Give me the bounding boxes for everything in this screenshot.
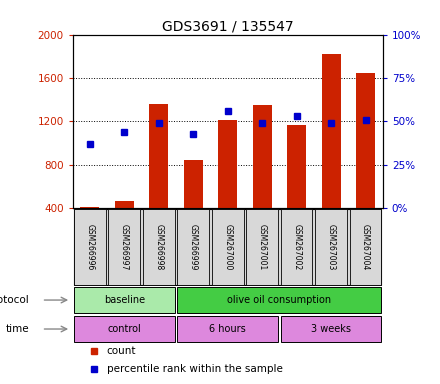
FancyBboxPatch shape [74,209,381,285]
FancyBboxPatch shape [177,316,278,343]
FancyBboxPatch shape [350,209,381,285]
FancyBboxPatch shape [74,209,106,285]
Bar [184,160,203,209]
Text: 6 hours: 6 hours [209,324,246,334]
Text: GSM267003: GSM267003 [326,224,336,270]
FancyBboxPatch shape [246,209,278,285]
Bar [287,125,306,209]
Text: control: control [107,324,141,334]
Bar [253,104,271,209]
FancyBboxPatch shape [74,316,175,343]
Bar [218,120,237,209]
FancyBboxPatch shape [281,209,312,285]
FancyBboxPatch shape [74,287,175,313]
Text: GSM266996: GSM266996 [85,224,94,270]
Text: GSM267002: GSM267002 [292,224,301,270]
Text: baseline: baseline [104,295,145,305]
Text: 3 weeks: 3 weeks [311,324,351,334]
FancyBboxPatch shape [143,209,175,285]
Text: GSM267001: GSM267001 [258,224,267,270]
Text: GSM266997: GSM266997 [120,224,129,270]
Text: protocol: protocol [0,295,29,305]
Text: GSM266998: GSM266998 [154,224,163,270]
Text: GSM267000: GSM267000 [223,224,232,270]
Bar [149,104,168,209]
FancyBboxPatch shape [281,316,381,343]
Bar [356,73,375,209]
Text: percentile rank within the sample: percentile rank within the sample [107,364,282,374]
Text: time: time [6,324,29,334]
FancyBboxPatch shape [177,287,381,313]
FancyBboxPatch shape [212,209,244,285]
Bar [81,207,99,209]
Text: GSM267004: GSM267004 [361,224,370,270]
Bar [322,54,341,209]
Text: GSM266999: GSM266999 [189,224,198,270]
Title: GDS3691 / 135547: GDS3691 / 135547 [162,20,293,33]
FancyBboxPatch shape [108,209,140,285]
Bar [115,201,134,209]
Text: count: count [107,346,136,356]
Text: olive oil consumption: olive oil consumption [227,295,331,305]
FancyBboxPatch shape [177,209,209,285]
FancyBboxPatch shape [315,209,347,285]
